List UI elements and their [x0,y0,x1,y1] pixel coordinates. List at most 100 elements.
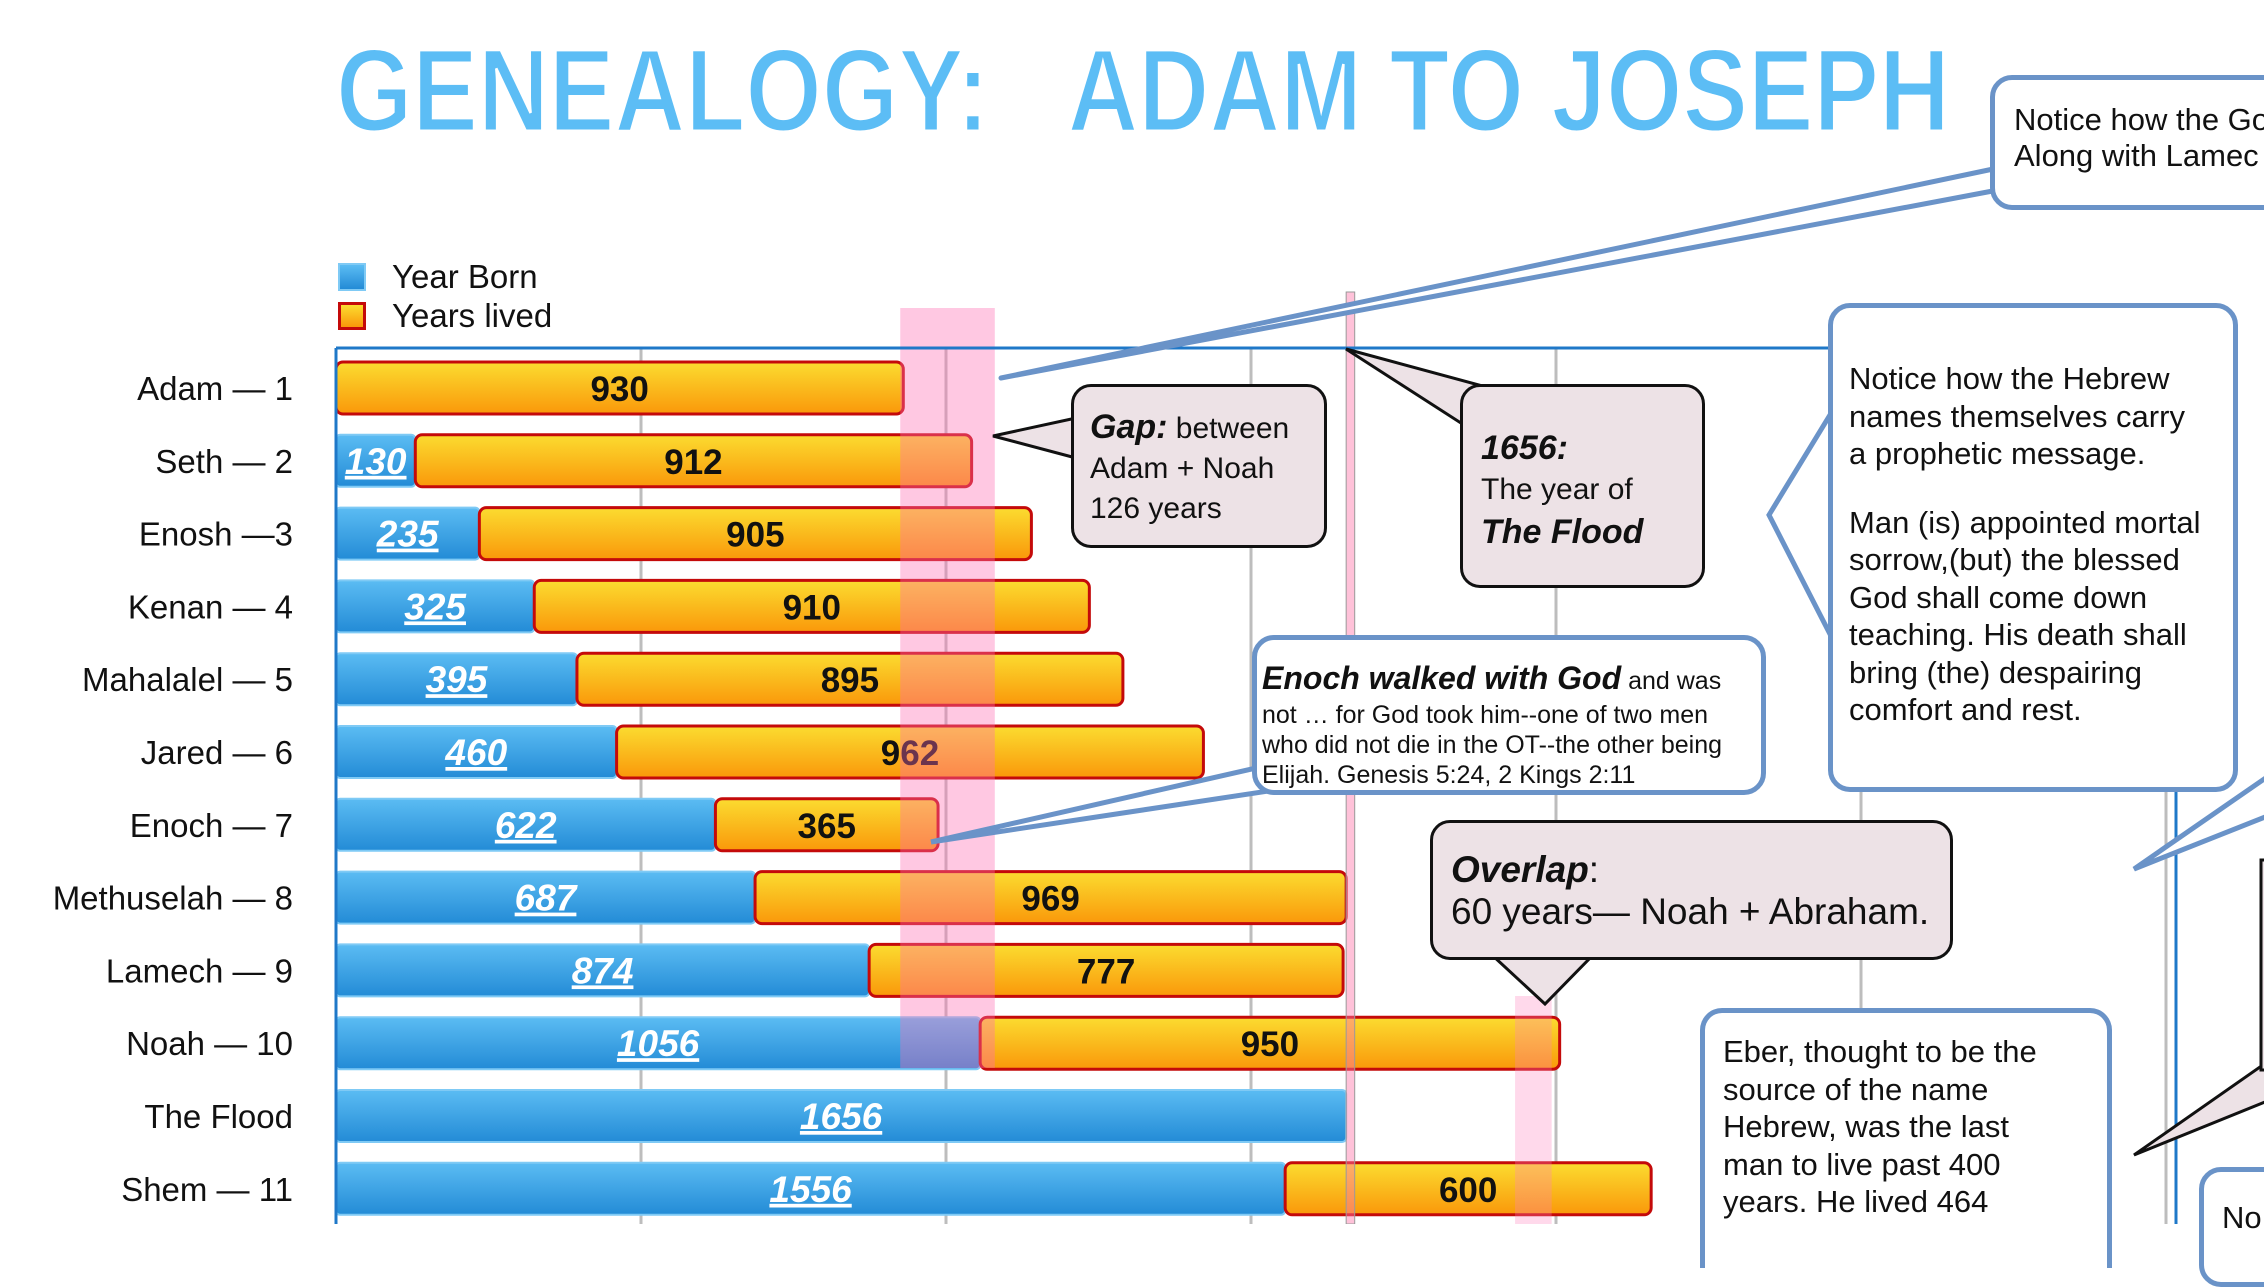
callout-enoch: Enoch walked with God and was not … for … [1252,635,1766,795]
bar-label-years-lived: 969 [1021,880,1079,919]
legend-label: Year Born [392,258,538,295]
offscreen-box-edge [2259,858,2264,1072]
legend-swatch-orange [338,302,366,330]
bar-label-years-lived: 910 [783,588,841,627]
callout-text: Along with Lamec [2014,138,2259,173]
callout-bold: Overlap [1451,849,1589,890]
bar-label-years-lived: 950 [1241,1025,1299,1064]
bar-years-lived [532,578,1091,634]
callout-text: years. He lived 464 [1723,1184,1989,1219]
callout-eber: Eber, thought to be the source of the nam… [1700,1008,2112,1268]
callout-bold: Enoch walked with God [1262,660,1622,696]
callout-text: teaching. His death shall [1849,617,2187,652]
tail-hebrew [1766,401,1836,642]
tail-overlap [1488,953,1597,1007]
category-label: Enosh —3 [139,516,293,553]
category-label: Enoch — 7 [130,807,293,844]
callout-text: who did not die in the OT--the other bei… [1262,731,1723,759]
callout-text: names themselves carry [1849,398,2185,434]
callout-text: Adam + Noah [1090,452,1275,485]
bar-label-year-born: 687 [515,878,579,919]
category-label: Shem — 11 [121,1171,293,1208]
category-label: Adam — 1 [137,370,293,407]
bar-label-year-born: 622 [495,805,557,846]
bar-label-year-born: 130 [345,441,407,482]
category-label: Seth — 2 [155,443,293,480]
bar-label-year-born: 1056 [617,1023,700,1064]
bar-years-lived [575,651,1125,707]
callout-top-right: Notice how the Go Along with Lamec [1990,75,2264,210]
callout-text: Elijah. Genesis 5:24, 2 Kings 2:11 [1262,761,1636,789]
callout-text [1849,473,2233,504]
tail-right-blue [2132,776,2264,872]
callout-text: Notice how the Hebrew [1849,361,2170,396]
category-label: Lamech — 9 [106,952,293,989]
callout-text: : [1588,849,1600,890]
callout-text: Man (is) appointed mortal [1849,504,2201,540]
bar-label-years-lived: 895 [821,661,879,700]
callout-text: God shall come down [1849,579,2148,615]
tail-enoch [930,765,1280,845]
callout-bold: The Flood [1481,513,1644,551]
bar-label-years-lived: 777 [1077,952,1135,991]
callout-text: 60 years— Noah + Abraham. [1451,891,1930,932]
bar-years-lived [713,797,940,853]
legend-year-born: Year Born [338,258,538,296]
bar-years-lived [867,942,1345,998]
legend-label: Years lived [392,297,553,334]
tail-right-black [2133,1062,2264,1157]
callout-text: sorrow,(but) the blessed [1849,542,2180,577]
category-label: Noah — 10 [126,1025,293,1062]
callout-text: man to live past 400 [1723,1146,2001,1182]
callout-text: The year of [1481,473,1633,506]
highlight-overlap-band [1515,996,1552,1224]
callout-text: No [2222,1200,2262,1235]
category-label: The Flood [144,1098,293,1135]
callout-bottom-right: No [2199,1167,2264,1287]
callout-flood: 1656: The year of The Flood [1460,384,1705,588]
callout-overlap: Overlap: 60 years— Noah + Abraham. [1430,820,1953,960]
bar-years-lived [1283,1161,1653,1217]
callout-gap: Gap: between Adam + Noah 126 years [1071,384,1327,548]
callout-bold: Gap: [1090,408,1168,446]
bar-label-years-lived: 930 [590,370,648,409]
callout-hebrew: Notice how the Hebrew names themselves ca… [1828,303,2238,792]
category-label: Kenan — 4 [128,588,293,625]
bar-label-years-lived: 365 [798,807,856,846]
callout-bold: 1656: [1481,429,1568,467]
callout-tails [930,165,2264,1157]
bar-years-lived [413,433,974,489]
bar-label-year-born: 874 [572,950,634,991]
bar-label-years-lived: 600 [1439,1171,1497,1210]
highlight-gap-band [900,308,995,1068]
callout-text: not … for God took him--one of two men [1262,701,1709,729]
callout-text: source of the name [1723,1071,1989,1107]
callout-text: a prophetic message. [1849,436,2146,471]
bar-label-year-born: 1556 [769,1169,852,1210]
callout-text: comfort and rest. [1849,692,2082,727]
callout-text: between [1167,412,1290,445]
callout-text: Notice how the Go [2014,102,2264,137]
legend-swatch-blue [338,263,366,291]
bar-label-years-lived: 905 [726,516,784,555]
bar-label-year-born: 235 [376,514,440,555]
bar-years-lived [615,724,1205,780]
category-label: Methuselah — 8 [53,880,293,917]
bar-label-years-lived: 962 [881,734,939,773]
callout-text: Eber, thought to be the [1723,1034,2037,1069]
bar-years-lived [477,506,1033,562]
category-label: Mahalalel — 5 [82,661,293,698]
bar-label-year-born: 325 [404,586,467,627]
legend-years-lived: Years lived [338,297,552,335]
tail-gap [992,416,1078,460]
callout-text: 126 years [1090,492,1222,525]
callout-text: bring (the) despairing [1849,654,2142,690]
bar-label-years-lived: 912 [664,443,722,482]
callout-text: and was [1621,667,1722,695]
bar-years-lived [978,1015,1562,1071]
category-label: Jared — 6 [141,734,293,771]
page-title: GENEALOGY: ADAM TO JOSEPH [336,25,1950,157]
bar-label-year-born: 395 [426,659,489,700]
bar-label-year-born: 460 [444,732,507,773]
title-svg: GENEALOGY: ADAM TO JOSEPH [335,24,1952,159]
